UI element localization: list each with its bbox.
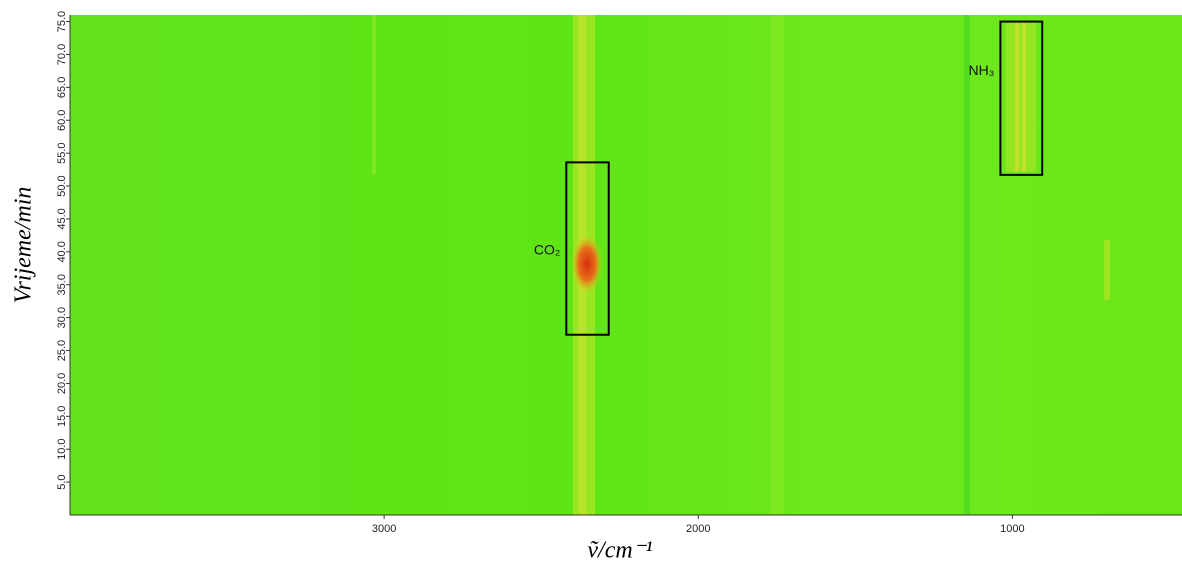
y-tick-label: 25.0: [56, 340, 68, 361]
annotation-box: [565, 161, 610, 336]
y-tick-label: 15.0: [56, 406, 68, 427]
x-tick-label: 1000: [1000, 523, 1024, 535]
y-tick-label: 30.0: [56, 307, 68, 328]
y-tick-label: 60.0: [56, 110, 68, 131]
y-tick-label: 35.0: [56, 274, 68, 295]
heatmap-image: [70, 15, 1182, 515]
y-axis-title: Vrijeme/min: [11, 187, 37, 304]
y-tick-label: 70.0: [56, 44, 68, 65]
annotation-label: CO₂: [534, 241, 560, 257]
x-tick-label: 2000: [686, 523, 710, 535]
y-tick-label: 65.0: [56, 77, 68, 98]
x-tick-label: 3000: [372, 523, 396, 535]
y-tick-label: 10.0: [56, 438, 68, 459]
y-tick-label: 20.0: [56, 373, 68, 394]
annotation-label: NH₃: [969, 62, 995, 78]
y-tick-label: 5.0: [56, 474, 68, 489]
y-tick-label: 55.0: [56, 142, 68, 163]
x-axis-title: ṽ/cm⁻¹: [587, 538, 652, 564]
y-tick-label: 40.0: [56, 241, 68, 262]
annotation-box: [999, 20, 1044, 176]
y-tick-label: 75.0: [56, 11, 68, 32]
y-tick-label: 45.0: [56, 208, 68, 229]
y-tick-label: 50.0: [56, 175, 68, 196]
